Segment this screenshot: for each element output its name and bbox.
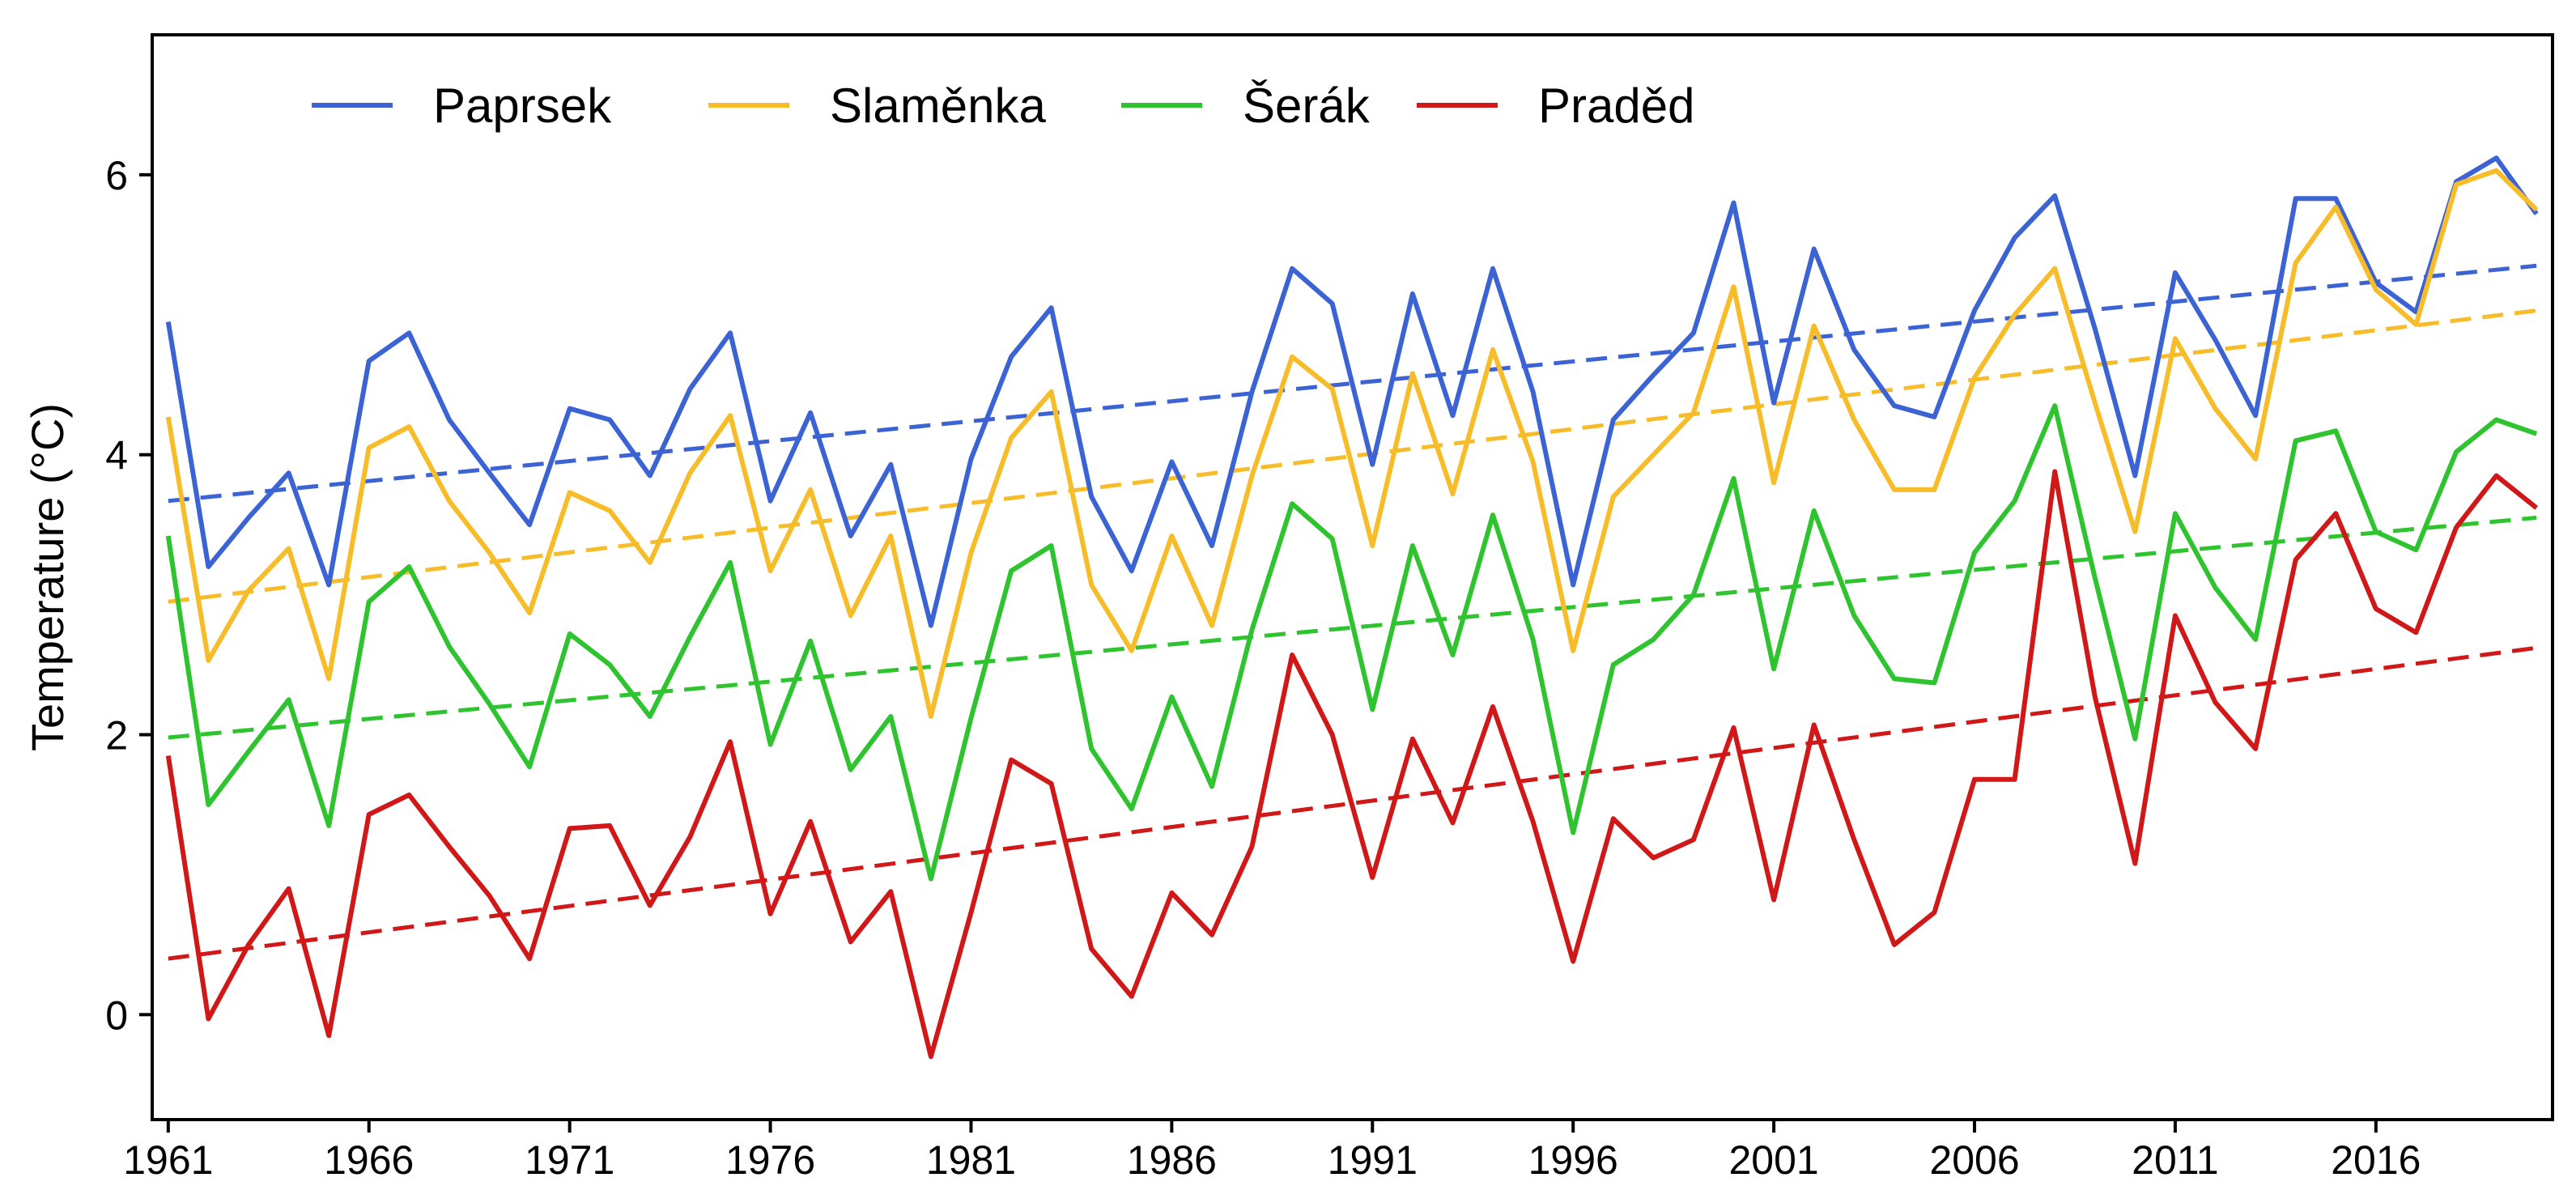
legend-item-praded: Praděd [1417,79,1694,133]
y-axis-title: Temperature (°C) [22,403,73,751]
series-line-paprsek [165,155,2539,628]
legend-label: Slaměnka [830,79,1046,133]
series-lines [165,155,2539,1060]
legend-item-paprsek: Paprsek [312,79,612,133]
legend: Paprsek Slaměnka Šerák Praděd [312,79,1694,133]
x-tick-label: 1981 [926,1137,1016,1183]
y-tick-label: 2 [105,713,128,759]
legend-item-slamenka: Slaměnka [708,79,1046,133]
x-tick-label: 1986 [1127,1137,1217,1183]
legend-label: Šerák [1243,79,1371,133]
legend-label: Paprsek [433,79,612,133]
series-line-praded [165,469,2539,1060]
x-tick-label: 2011 [2132,1137,2219,1183]
x-tick-label: 2001 [1728,1137,1818,1183]
x-tick-label: 1996 [1528,1137,1618,1183]
series-line-slamenka [165,168,2539,719]
trend-line-slamenka [168,308,2537,604]
legend-item-serak: Šerák [1121,79,1371,133]
x-tick-label: 1961 [123,1137,213,1183]
plot-background [152,35,2553,1120]
legend-label: Praděd [1538,79,1694,133]
x-axis: 1961 1966 1971 1976 1981 1986 1991 1996 2001 2006… [123,1120,2421,1183]
x-tick-label: 1991 [1328,1137,1418,1183]
x-tick-label: 2006 [1929,1137,2019,1183]
plot-border [151,33,2554,1121]
y-tick-label: 4 [105,433,128,478]
trend-line-serak [168,516,2537,740]
x-tick-label: 1966 [324,1137,414,1183]
y-axis: 0 2 4 6 [105,153,152,1038]
y-tick-label: 6 [105,153,128,198]
x-tick-label: 1976 [725,1137,815,1183]
x-tick-label: 2016 [2331,1137,2421,1183]
series-line-serak [165,403,2538,882]
x-tick-label: 1971 [525,1137,614,1183]
y-tick-label: 0 [105,993,128,1038]
trend-line-paprsek [168,263,2537,504]
